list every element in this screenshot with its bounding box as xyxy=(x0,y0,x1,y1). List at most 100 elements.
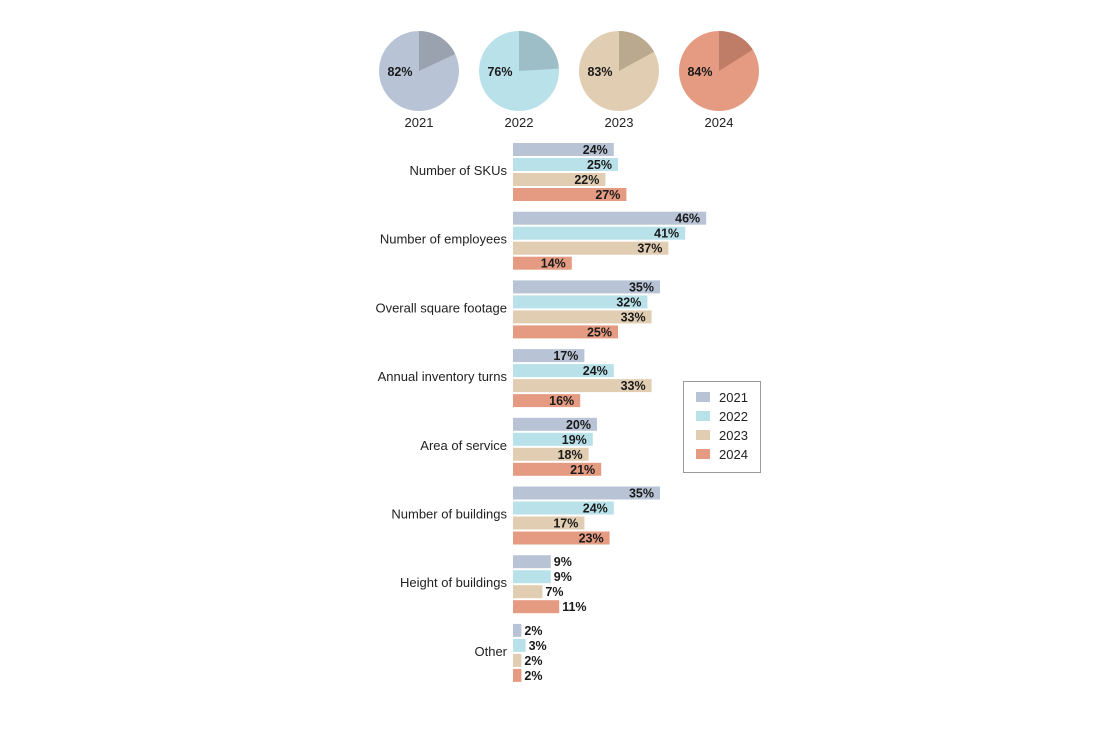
bar-2023 xyxy=(513,310,652,324)
bar-value-label-2023: 22% xyxy=(574,173,599,187)
bar-value-label-2021: 9% xyxy=(554,555,572,569)
bar-2021 xyxy=(513,417,597,431)
bar-value-label-2022: 32% xyxy=(616,295,641,309)
category-label: Number of employees xyxy=(380,232,508,247)
bar-group-4: Annual inventory turns 17% 24% 33% 16% xyxy=(378,349,652,408)
legend-label-2024: 2024 xyxy=(719,447,748,462)
bar-2022 xyxy=(513,295,648,309)
category-label: Annual inventory turns xyxy=(378,369,508,384)
bar-group-1: Number of SKUs 24%25%22%27% xyxy=(409,143,627,202)
bar-value-label-2023: 37% xyxy=(637,242,662,256)
pie-slice-2023-rest xyxy=(619,31,655,71)
bar-value-label-2021: 17% xyxy=(553,349,578,363)
bar-2022 xyxy=(513,226,686,240)
category-label: Number of buildings xyxy=(391,507,507,522)
pie-year-label-2024: 2024 xyxy=(705,115,734,130)
bar-2022 xyxy=(513,364,614,378)
bar-value-label-2021: 46% xyxy=(675,212,700,226)
category-label: Area of service xyxy=(420,438,507,453)
bar-value-label-2022: 24% xyxy=(583,502,608,516)
bar-value-label-2024: 23% xyxy=(579,532,604,546)
bar-value-label-2022: 24% xyxy=(583,364,608,378)
pie-year-label-2021: 2021 xyxy=(405,115,434,130)
bar-value-label-2021: 24% xyxy=(583,143,608,157)
pie-2022: 76% 2022 xyxy=(479,31,559,130)
bar-value-label-2023: 7% xyxy=(545,585,563,599)
category-label: Overall square footage xyxy=(375,300,507,315)
bar-2021 xyxy=(513,623,522,637)
bar-value-label-2024: 2% xyxy=(524,669,542,683)
pie-year-label-2022: 2022 xyxy=(505,115,534,130)
legend: 2021 2022 2023 2024 xyxy=(683,381,761,473)
legend-swatch-2022 xyxy=(696,411,710,421)
legend-label-2021: 2021 xyxy=(719,390,748,405)
bar-value-label-2024: 14% xyxy=(541,257,566,271)
legend-swatch-2024 xyxy=(696,449,710,459)
bar-value-label-2023: 2% xyxy=(524,654,542,668)
bar-2021 xyxy=(513,143,614,156)
bar-2021 xyxy=(513,555,551,569)
legend-label-2023: 2023 xyxy=(719,428,748,443)
pie-slice-2021-rest xyxy=(419,31,456,71)
bar-value-label-2022: 25% xyxy=(587,158,612,172)
pie-value-label-2024: 84% xyxy=(687,65,712,79)
bar-value-label-2024: 25% xyxy=(587,325,612,339)
bar-2023 xyxy=(513,173,606,186)
bar-2024 xyxy=(513,325,618,339)
bar-value-label-2022: 19% xyxy=(562,433,587,447)
bar-2023 xyxy=(513,379,652,393)
bar-2021 xyxy=(513,486,660,500)
legend-label-2022: 2022 xyxy=(719,409,748,424)
bar-2023 xyxy=(513,585,543,599)
bar-value-label-2024: 11% xyxy=(562,600,586,614)
bar-value-label-2022: 41% xyxy=(654,227,679,241)
pie-2024: 84% 2024 xyxy=(679,31,759,130)
bar-2024 xyxy=(513,394,581,408)
bar-value-label-2021: 20% xyxy=(566,418,591,432)
bar-2024 xyxy=(513,668,522,682)
pie-value-label-2021: 82% xyxy=(387,65,412,79)
bar-value-label-2024: 21% xyxy=(570,463,595,477)
bar-2023 xyxy=(513,447,589,461)
pie-value-label-2022: 76% xyxy=(487,65,512,79)
bar-value-label-2022: 9% xyxy=(554,570,572,584)
bar-2022 xyxy=(513,158,618,171)
bar-value-label-2022: 3% xyxy=(529,639,547,653)
bar-2023 xyxy=(513,241,669,255)
pie-chart-group: 82% 2021 76% 2022 83% 2023 84% 2024 xyxy=(379,31,759,130)
bar-2022 xyxy=(513,501,614,515)
bar-group-2: Number of employees 46%41%37% 14% xyxy=(380,211,707,271)
bar-2024 xyxy=(513,188,627,201)
pie-value-label-2023: 83% xyxy=(587,65,612,79)
bar-2021 xyxy=(513,349,585,363)
pie-year-label-2023: 2023 xyxy=(605,115,634,130)
bar-group-5: Area of service 20%19%18%21% xyxy=(420,417,602,477)
bar-group-6: Number of buildings 35% 24% 17%23% xyxy=(391,486,660,546)
pie-2021: 82% 2021 xyxy=(379,31,459,130)
bar-value-label-2021: 35% xyxy=(629,280,654,294)
bar-value-label-2024: 16% xyxy=(549,394,574,408)
bar-value-label-2023: 33% xyxy=(621,379,646,393)
bar-2023 xyxy=(513,653,522,667)
category-label: Number of SKUs xyxy=(409,163,507,178)
pie-2023: 83% 2023 xyxy=(579,31,659,130)
bar-2022 xyxy=(513,570,551,584)
bar-value-label-2023: 33% xyxy=(621,310,646,324)
category-label: Other xyxy=(474,644,507,659)
bar-2021 xyxy=(513,280,660,294)
pie-slice-2024-rest xyxy=(719,31,753,71)
category-label: Height of buildings xyxy=(400,575,507,590)
bar-2022 xyxy=(513,638,526,652)
bar-value-label-2021: 2% xyxy=(524,624,542,638)
bar-value-label-2024: 27% xyxy=(595,188,620,202)
bar-value-label-2023: 18% xyxy=(558,448,583,462)
bar-2023 xyxy=(513,516,585,530)
legend-swatch-2023 xyxy=(696,430,710,440)
bar-2024 xyxy=(513,462,602,476)
bar-value-label-2023: 17% xyxy=(553,517,578,531)
pie-slice-2022-rest xyxy=(519,31,559,71)
bar-2021 xyxy=(513,211,707,225)
